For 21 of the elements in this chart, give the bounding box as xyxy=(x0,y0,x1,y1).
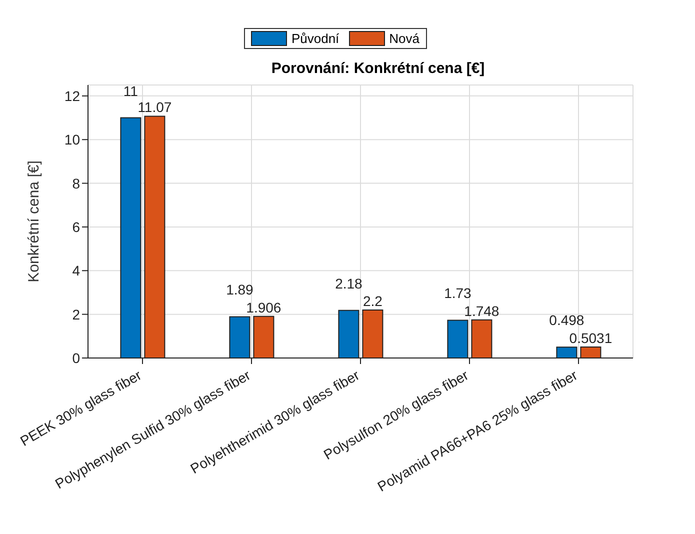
data-label: 2.2 xyxy=(362,292,383,309)
data-label: 2.18 xyxy=(335,275,363,292)
data-label: 0.5031 xyxy=(569,330,612,346)
legend-label: Původní xyxy=(290,31,340,46)
y-tick-label: 0 xyxy=(72,350,80,366)
y-tick-label: 10 xyxy=(64,132,80,148)
y-axis-title: Konkrétní cena [€] xyxy=(25,160,42,282)
legend-label: Nová xyxy=(388,31,420,46)
data-label: 11 xyxy=(123,82,138,99)
y-tick-label: 8 xyxy=(72,175,80,192)
y-tick-label: 12 xyxy=(64,88,80,104)
data-label: 1.906 xyxy=(246,299,282,316)
y-tick-label: 6 xyxy=(72,218,80,235)
y-tick-label: 2 xyxy=(72,306,80,322)
data-label: 1.89 xyxy=(226,282,254,298)
data-label: 0.498 xyxy=(549,312,584,328)
data-label: 11.07 xyxy=(138,99,172,116)
data-label: 1.73 xyxy=(444,285,472,302)
data-label: 1.748 xyxy=(464,302,500,319)
chart-title: Porovnání: Konkrétní cena [€] xyxy=(270,60,486,77)
y-tick-label: 4 xyxy=(72,262,80,279)
